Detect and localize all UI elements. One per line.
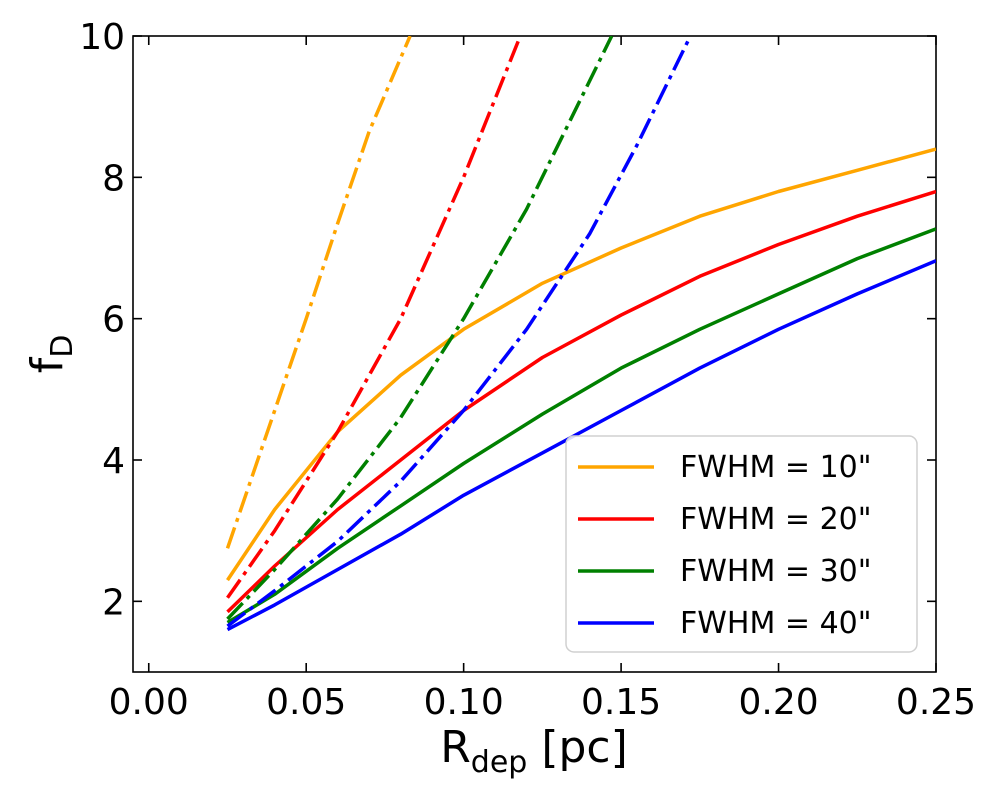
y-tick-label: 4 (102, 441, 125, 482)
x-tick-label: 0.20 (738, 682, 818, 723)
plot-area-frame (132, 35, 937, 673)
y-axis-title-main: f (22, 356, 73, 373)
y-tick-label: 8 (102, 158, 125, 199)
series-line-solid-4 (226, 259, 936, 632)
series-line-solid-3 (226, 227, 936, 625)
x-tick-label: 0.05 (266, 682, 346, 723)
tick-labels: 0.00 0.05 0.10 0.15 0.20 0.25 2 4 6 8 10 (79, 17, 976, 723)
x-axis-title-sub: dep (471, 745, 528, 780)
y-axis-title: fD (22, 335, 80, 374)
series-line-dashdot-1 (225, 36, 412, 549)
legend-label: FWHM = 20" (680, 502, 872, 537)
series-line-dashdot-4 (226, 36, 692, 628)
legend-label: FWHM = 30" (680, 554, 872, 589)
series-line-dashdot-2 (226, 36, 522, 599)
x-tick-label: 0.15 (581, 682, 661, 723)
series-lines (225, 36, 936, 632)
x-tick-label: 0.10 (424, 682, 504, 723)
x-axis-title: Rdep [pc] (440, 722, 628, 780)
x-axis-title-main: R (440, 722, 471, 773)
legend-label: FWHM = 10" (680, 450, 872, 485)
x-tick-label: 0.00 (109, 682, 189, 723)
y-tick-label: 2 (102, 582, 125, 623)
series-line-dashdot-3 (226, 36, 614, 621)
legend: FWHM = 10" FWHM = 20" FWHM = 30" FWHM = 40" (565, 435, 918, 653)
axis-ticks (133, 35, 937, 672)
series-line-solid-1 (226, 147, 936, 582)
x-axis-title-unit: [pc] (527, 722, 627, 773)
series-line-solid-2 (226, 189, 936, 614)
y-tick-label: 10 (79, 17, 125, 58)
y-tick-label: 6 (102, 300, 125, 341)
y-axis-title-sub: D (45, 335, 80, 358)
legend-box (565, 435, 918, 653)
legend-label: FWHM = 40" (680, 606, 872, 641)
x-tick-label: 0.25 (896, 682, 976, 723)
